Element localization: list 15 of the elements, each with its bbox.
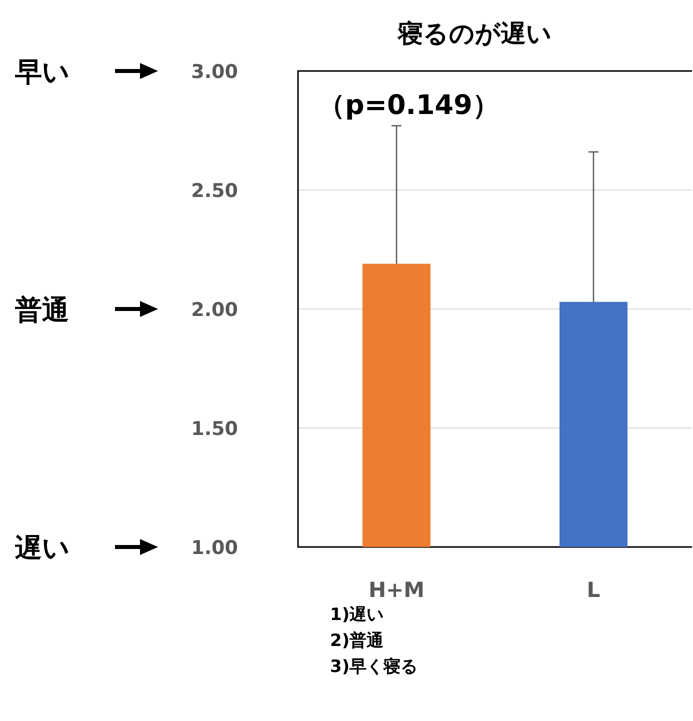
y-tick-label: 2.50 [191, 180, 238, 202]
text: 2)普通 [330, 630, 384, 651]
text: 1)遅い [330, 605, 384, 625]
y-tick-label: 1.00 [191, 537, 238, 559]
text: 3)早く寝る [330, 657, 418, 677]
chart-title: 寝るのが遅い [397, 19, 552, 48]
text: 早い [14, 57, 70, 88]
text: 遅い [14, 533, 70, 564]
y-tick-label: 2.00 [191, 299, 238, 321]
y-tick-label: 3.00 [191, 61, 238, 83]
x-tick-label: L [586, 578, 600, 602]
text: 普通 [14, 295, 69, 326]
y-tick-label: 1.50 [191, 418, 238, 440]
annotation: （p=0.149） [318, 90, 500, 121]
x-tick-label: H+M [368, 578, 425, 602]
